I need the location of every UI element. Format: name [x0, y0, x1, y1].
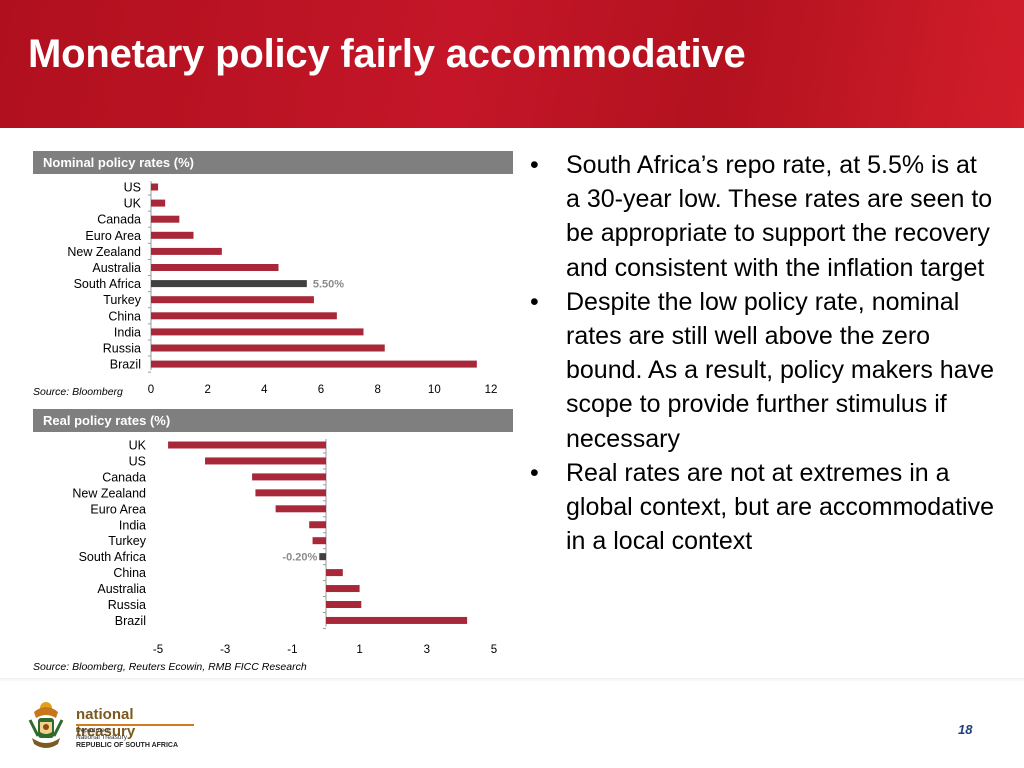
- bullet-list: • South Africa’s repo rate, at 5.5% is a…: [525, 148, 995, 558]
- bar: [151, 296, 314, 304]
- bullet-dot: •: [530, 287, 539, 316]
- nominal-rates-chart: US UK Canada Euro Area New Zealand Australia S…: [67, 181, 498, 397]
- bar: [319, 553, 326, 561]
- nominal-chart-source: Source: Bloomberg: [33, 386, 123, 398]
- bullet-item: • Despite the low policy rate, nominal r…: [525, 285, 995, 456]
- real-chart-source: Source: Bloomberg, Reuters Ecowin, RMB F…: [33, 661, 307, 673]
- category-label: China: [108, 309, 141, 323]
- logo-dept-line: National Treasury: [76, 734, 127, 742]
- category-label: UK: [124, 197, 142, 211]
- x-tick-label: -1: [287, 644, 297, 656]
- category-label: US: [124, 181, 141, 195]
- bar: [151, 199, 166, 207]
- category-label: China: [113, 566, 146, 580]
- data-label: -0.20%: [282, 552, 317, 564]
- data-label: 5.50%: [313, 279, 344, 291]
- category-label: South Africa: [74, 277, 141, 291]
- x-tick-label: 0: [148, 384, 154, 396]
- bullet-text: Despite the low policy rate, nominal rat…: [566, 287, 995, 453]
- bullet-item: • South Africa’s repo rate, at 5.5% is a…: [525, 148, 995, 285]
- page-number: 18: [958, 722, 973, 737]
- bar: [151, 231, 194, 239]
- bar: [151, 328, 364, 336]
- bar: [326, 616, 468, 624]
- category-label: Russia: [108, 598, 146, 612]
- x-tick-label: 3: [424, 644, 430, 656]
- slide-title: Monetary policy fairly accommodative: [28, 32, 746, 76]
- bar: [326, 601, 362, 608]
- footer-divider: [0, 678, 1024, 682]
- logo-department: Department: National Treasury: [76, 727, 127, 742]
- bar: [312, 537, 326, 545]
- real-chart-title: Real policy rates (%): [33, 409, 513, 432]
- x-tick-label: 12: [485, 384, 498, 396]
- x-tick-label: -5: [153, 644, 163, 656]
- category-label: Turkey: [103, 293, 141, 307]
- category-label: Canada: [97, 213, 141, 227]
- x-tick-label: 5: [491, 644, 497, 656]
- bullet-text: South Africa’s repo rate, at 5.5% is at …: [566, 151, 993, 282]
- bar: [151, 215, 180, 223]
- x-tick-label: 10: [428, 384, 441, 396]
- national-treasury-logo: national treasury Department: National T…: [26, 698, 194, 754]
- bullet-dot: •: [530, 151, 539, 179]
- logo-country: REPUBLIC OF SOUTH AFRICA: [76, 742, 179, 749]
- bar: [151, 247, 222, 255]
- x-tick-label: 8: [374, 384, 380, 396]
- slide-header: Monetary policy fairly accommodative: [0, 0, 1024, 128]
- bar: [168, 441, 326, 449]
- bar: [205, 457, 326, 465]
- bar: [326, 569, 343, 577]
- category-label: Euro Area: [85, 229, 141, 243]
- category-label: US: [129, 454, 146, 468]
- nominal-chart-title: Nominal policy rates (%): [33, 151, 513, 174]
- category-label: Euro Area: [90, 502, 146, 516]
- category-label: Brazil: [110, 358, 141, 372]
- logo-dept-line: Department:: [76, 727, 112, 734]
- category-label: New Zealand: [67, 245, 141, 259]
- bar: [309, 521, 326, 529]
- category-label: Canada: [102, 470, 146, 484]
- bar: [151, 360, 477, 368]
- x-tick-label: 6: [318, 384, 324, 396]
- category-label: Turkey: [108, 534, 146, 548]
- category-label: Australia: [97, 582, 146, 596]
- coat-of-arms-icon: [28, 702, 64, 748]
- bar: [326, 585, 360, 593]
- category-label: South Africa: [79, 550, 146, 564]
- x-tick-label: -3: [220, 644, 230, 656]
- category-label: India: [119, 518, 146, 532]
- category-label: UK: [129, 439, 147, 453]
- bar: [255, 489, 326, 497]
- bar: [252, 473, 326, 481]
- bar: [275, 505, 326, 513]
- bar: [151, 183, 159, 191]
- bar: [151, 312, 337, 320]
- logo-name: national treasury: [76, 706, 136, 740]
- category-label: New Zealand: [72, 486, 146, 500]
- category-label: Brazil: [115, 614, 146, 628]
- category-label: Australia: [92, 261, 141, 275]
- logo-rule: [76, 724, 194, 726]
- bullet-dot: •: [530, 458, 539, 487]
- category-label: India: [114, 325, 141, 339]
- x-tick-label: 1: [356, 644, 362, 656]
- bullet-item: • Real rates are not at extremes in a gl…: [525, 456, 995, 559]
- bar: [151, 264, 279, 271]
- bullet-text: Real rates are not at extremes in a glob…: [566, 458, 995, 556]
- category-label: Russia: [103, 342, 141, 356]
- bar: [151, 344, 385, 352]
- bar: [151, 280, 307, 288]
- x-tick-label: 4: [261, 384, 268, 396]
- x-tick-label: 2: [204, 384, 210, 396]
